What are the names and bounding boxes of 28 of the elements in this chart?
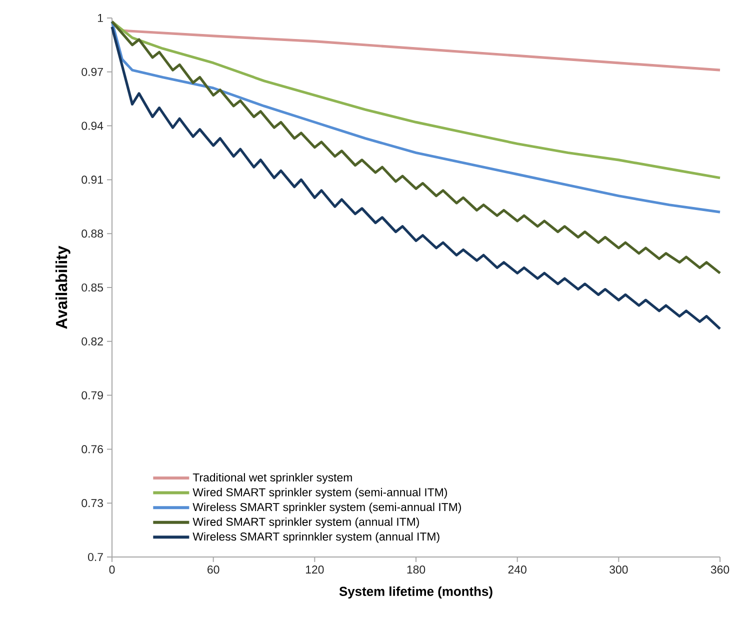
y-axis-title: Availability [55,246,70,329]
y-tick-label: 0.82 [82,337,103,346]
x-tick-label: 300 [610,566,628,574]
y-tick-label: 0.79 [82,391,103,400]
y-tick-label: 0.88 [82,230,103,238]
legend-label: Traditional wet sprinkler system [192,473,352,484]
legend-label: Wireless SMART sprinnkler system (annual ITM) [192,532,440,543]
y-tick-label: 0.85 [82,283,103,292]
legend-label: Wireless SMART sprinkler system (semi-annual ITM) [192,502,461,514]
line-series [110,26,722,330]
x-tick-label: 60 [208,566,220,574]
y-tick-label: 0.7 [88,552,103,562]
x-tick-label: 240 [508,566,526,574]
x-tick-label: 120 [306,566,324,574]
legend-label: Wired SMART sprinkler system (semi-annual ITM) [192,488,447,499]
x-tick-label: 180 [407,566,426,574]
y-tick-label: 0.76 [82,445,103,454]
x-tick-label: 360 [710,566,730,574]
line-series [110,20,722,180]
x-tick-label: 0 [109,566,115,574]
x-axis-title: System lifetime (months) [339,586,492,599]
y-tick-label: 0.97 [82,68,103,76]
line-series [110,20,722,274]
y-tick-label: 0.73 [82,499,103,508]
y-tick-label: 0.91 [82,176,103,184]
y-tick-label: 1 [98,14,103,22]
y-tick-label: 0.94 [82,122,104,130]
legend-label: Wired SMART sprinkler system (annual ITM) [192,517,419,528]
